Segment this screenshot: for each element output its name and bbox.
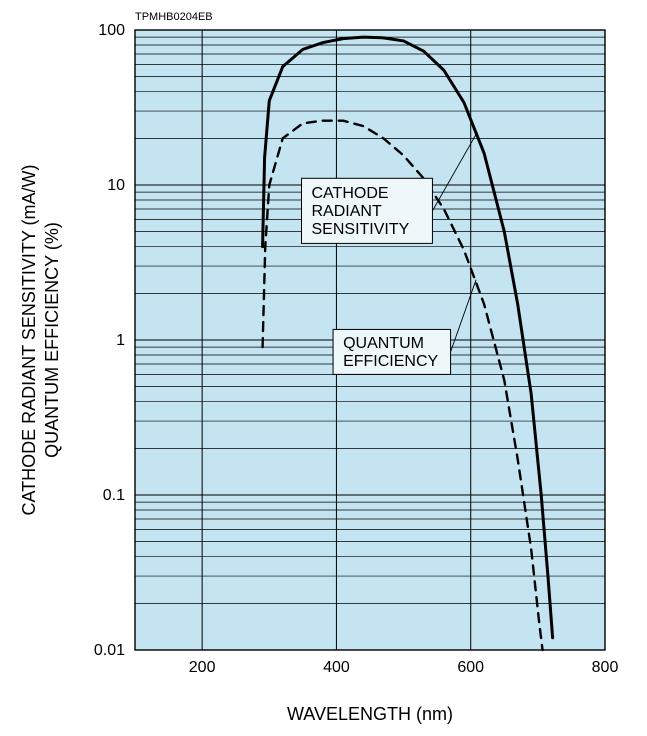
y-tick-label: 0.1 <box>103 487 125 504</box>
x-tick-label: 200 <box>189 659 216 676</box>
chart-code-label: TPMHB0204EB <box>135 11 213 23</box>
y-tick-label: 1 <box>116 332 125 349</box>
y-tick-label: 0.01 <box>94 642 125 659</box>
x-tick-label: 400 <box>323 659 350 676</box>
chart-svg: 200 400 600 800 0.01 0.1 1 10 100 WAVELENGTH (nm)… <box>0 0 647 736</box>
y-tick-label: 10 <box>107 177 125 194</box>
x-axis-label: WAVELENGTH (nm) <box>287 704 453 724</box>
qe-label-text: EFFICIENCY <box>343 353 438 370</box>
y-axis-label-2: QUANTUM EFFICIENCY (%) <box>42 222 62 458</box>
x-tick-label: 600 <box>457 659 484 676</box>
x-tick-label: 800 <box>592 659 619 676</box>
y-tick-label: 100 <box>98 22 125 39</box>
crs-label-text: CATHODE <box>312 185 389 202</box>
y-axis-label-1: CATHODE RADIANT SENSITIVITY (mA/W) <box>19 164 39 515</box>
crs-label-text: SENSITIVITY <box>312 221 410 238</box>
qe-label-text: QUANTUM <box>343 335 424 352</box>
spectral-response-chart: 200 400 600 800 0.01 0.1 1 10 100 WAVELENGTH (nm)… <box>0 0 647 736</box>
crs-label-text: RADIANT <box>312 203 382 220</box>
